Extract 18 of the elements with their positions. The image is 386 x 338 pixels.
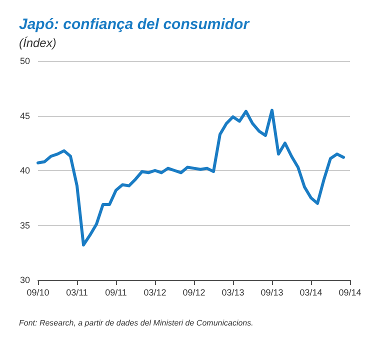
- y-tick-label: 50: [20, 56, 30, 66]
- x-tick-label: 09/12: [182, 288, 206, 298]
- y-tick-label: 45: [20, 110, 30, 121]
- x-tick-label: 03/14: [300, 288, 322, 298]
- x-tick-label: 09/13: [260, 288, 284, 298]
- chart-subtitle: (Índex): [19, 36, 56, 50]
- text: Font: Research, a partir de dades del Ministeri de Comunicacions.: [19, 318, 254, 328]
- y-tick-label: 40: [20, 166, 30, 176]
- x-tick-label: 03/11: [66, 288, 88, 298]
- chart-title: Japó: confiança del consumidor: [19, 16, 250, 33]
- line-series: [36, 108, 345, 246]
- x-tick-label: 09/11: [105, 288, 127, 298]
- x-tick-label: 09/10: [26, 288, 50, 298]
- y-tick-label: 30: [20, 275, 30, 285]
- y-tick-label: 35: [20, 220, 30, 230]
- x-tick-label: 03/12: [144, 288, 166, 298]
- x-tick-label: 03/13: [222, 288, 244, 298]
- x-tick-label: 09/14: [338, 288, 362, 298]
